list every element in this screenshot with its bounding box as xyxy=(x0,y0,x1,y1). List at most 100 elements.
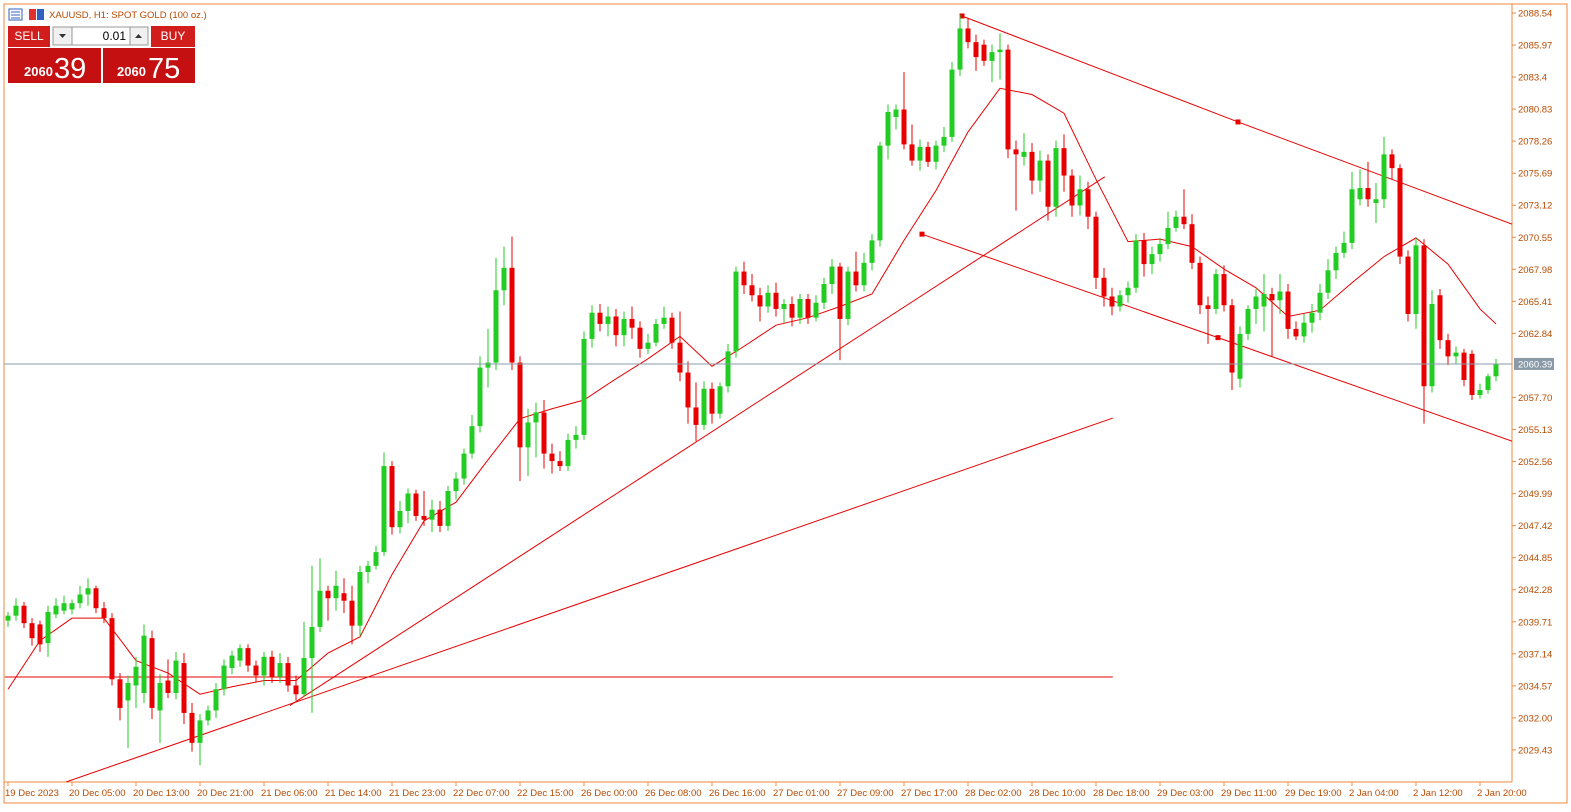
candle-body xyxy=(829,266,835,285)
candle-body xyxy=(109,618,115,680)
candle-body xyxy=(877,145,883,241)
y-tick-label: 2067.98 xyxy=(1518,265,1552,276)
menu-icon[interactable] xyxy=(8,8,23,21)
candle-body xyxy=(173,660,179,693)
x-tick-label: 29 Dec 03:00 xyxy=(1157,788,1214,799)
candle-body xyxy=(1229,305,1235,373)
y-tick-label: 2039.71 xyxy=(1518,617,1552,628)
candle-body xyxy=(605,316,611,324)
candle-body xyxy=(261,656,267,676)
candle-body xyxy=(845,271,851,319)
y-tick-label: 2032.00 xyxy=(1518,713,1552,724)
candle-body xyxy=(973,42,979,58)
candle-body xyxy=(1237,333,1243,379)
x-tick-label: 20 Dec 13:00 xyxy=(133,788,190,799)
candle-body xyxy=(621,318,627,336)
candle-body xyxy=(325,590,331,599)
candle-body xyxy=(805,298,811,318)
x-tick-label: 26 Dec 00:00 xyxy=(581,788,638,799)
x-tick-label: 28 Dec 18:00 xyxy=(1093,788,1150,799)
candle-body xyxy=(349,600,355,626)
candle-body xyxy=(1077,189,1083,206)
sell-label: SELL xyxy=(14,29,44,43)
candle-body xyxy=(1141,240,1147,265)
candle-body xyxy=(453,478,459,491)
candle-body xyxy=(1437,295,1443,341)
y-tick-label: 2034.57 xyxy=(1518,681,1552,692)
bid-box[interactable] xyxy=(8,48,101,83)
candle-body xyxy=(549,453,555,462)
candle-body xyxy=(1197,262,1203,306)
buy-label: BUY xyxy=(161,29,186,43)
candle-body xyxy=(205,710,211,721)
ask-box[interactable] xyxy=(103,48,195,83)
candle-body xyxy=(69,603,75,610)
candle-body xyxy=(101,608,107,619)
candle-body xyxy=(1453,352,1459,357)
candle-body xyxy=(925,146,931,162)
candle-body xyxy=(541,412,547,454)
candle-body xyxy=(525,422,531,448)
header: XAUUSD, H1: SPOT GOLD (100 oz.) xyxy=(8,8,207,21)
candle-body xyxy=(1021,151,1027,157)
candle-body xyxy=(701,388,707,425)
chart-frame xyxy=(3,3,1568,804)
candle-body xyxy=(837,266,843,319)
plot-area xyxy=(4,13,1512,782)
candle-body xyxy=(693,407,699,425)
y-tick-label: 2037.14 xyxy=(1518,649,1552,660)
candle-body xyxy=(469,426,475,454)
x-tick-label: 21 Dec 14:00 xyxy=(325,788,382,799)
candle-body xyxy=(613,316,619,336)
y-tick-label: 2078.26 xyxy=(1518,137,1552,148)
candle-body xyxy=(773,292,779,309)
candle-body xyxy=(197,720,203,743)
x-tick-label: 19 Dec 2023 xyxy=(5,788,59,799)
sell-button[interactable] xyxy=(8,26,50,47)
candle-body xyxy=(1477,390,1483,395)
trade-panel: SELL 0.01 BUY 2060 39 2060 75 xyxy=(8,26,195,85)
candle-body xyxy=(1173,216,1179,228)
candle-body xyxy=(1253,296,1259,309)
candle-body xyxy=(1245,308,1251,334)
candle-body xyxy=(213,689,219,711)
candle-body xyxy=(1053,148,1059,207)
moving-average xyxy=(7,87,1497,695)
x-tick-label: 21 Dec 06:00 xyxy=(261,788,318,799)
candle-body xyxy=(557,461,563,467)
symbol-icon[interactable] xyxy=(29,9,36,20)
candle-body xyxy=(133,666,139,686)
candle-body xyxy=(517,362,523,448)
candle-body xyxy=(1485,376,1491,391)
candle-body xyxy=(29,623,35,639)
candle-body xyxy=(1445,340,1451,357)
candle-body xyxy=(1389,154,1395,169)
candle-body xyxy=(725,351,731,387)
candle-body xyxy=(381,466,387,553)
candle-body xyxy=(717,386,723,414)
x-tick-label: 27 Dec 17:00 xyxy=(901,788,958,799)
candle-body xyxy=(1109,296,1115,307)
candle-body xyxy=(493,290,499,363)
candle-body xyxy=(941,136,947,146)
x-tick-label: 21 Dec 23:00 xyxy=(389,788,446,799)
candle-body xyxy=(1133,240,1139,288)
candle-body xyxy=(1085,189,1091,217)
buy-button[interactable] xyxy=(151,26,195,47)
candle-body xyxy=(165,680,171,693)
candle-body xyxy=(421,515,427,520)
candle-body xyxy=(1157,244,1163,255)
candle-body xyxy=(477,367,483,427)
x-tick-label: 22 Dec 07:00 xyxy=(453,788,510,799)
candle-body xyxy=(181,663,187,713)
candle-body xyxy=(1269,294,1275,301)
candle-body xyxy=(885,111,891,146)
candle-body xyxy=(1125,287,1131,296)
candle-body xyxy=(237,648,243,661)
candle-body xyxy=(653,323,659,343)
candle-body xyxy=(189,712,195,743)
candle-body xyxy=(1093,216,1099,278)
arrow-icon xyxy=(59,34,66,38)
anchor-point xyxy=(1215,335,1221,341)
x-tick-label: 20 Dec 05:00 xyxy=(69,788,126,799)
